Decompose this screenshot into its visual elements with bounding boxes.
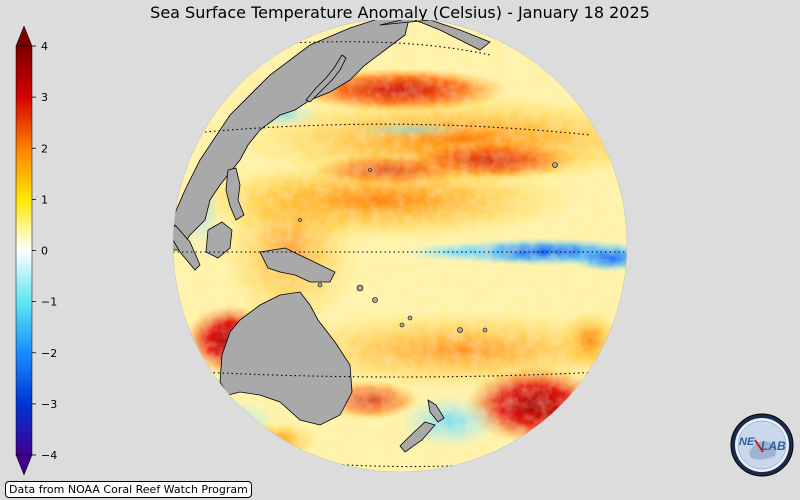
data-credit: Data from NOAA Coral Reef Watch Program <box>5 481 252 498</box>
logo-text-right: LAB <box>761 439 786 453</box>
land-australia <box>219 291 353 426</box>
colorbar-tick-label: 1 <box>41 193 48 206</box>
globe <box>172 20 628 473</box>
land-borneo <box>205 221 233 259</box>
land-japan <box>305 54 347 103</box>
land-philippines <box>225 167 245 221</box>
land-new-zealand-south <box>399 421 436 453</box>
colorbar-scale <box>15 45 33 456</box>
land-kamchatka <box>379 20 491 51</box>
land-sumatra <box>173 224 201 271</box>
graticule <box>173 41 627 468</box>
map-title: Sea Surface Temperature Anomaly (Celsius… <box>150 3 650 22</box>
colorbar-tick-label: −1 <box>41 296 57 309</box>
colorbar-tick-label: 3 <box>41 91 48 104</box>
land-new-guinea <box>259 247 336 283</box>
pacific-islands <box>298 162 558 333</box>
colorbar-tick-label: −3 <box>41 398 57 411</box>
colorbar-tick-label: 0 <box>41 245 48 258</box>
logo-text-left: NE <box>739 436 755 448</box>
colorbar-tick-label: 2 <box>41 142 48 155</box>
colorbar-tick-label: 4 <box>41 40 48 53</box>
land-new-zealand-north <box>427 399 445 423</box>
nexlab-logo: NE LAB <box>730 413 794 477</box>
colorbar: 4 3 2 1 0 −1 −2 −3 −4 <box>15 25 57 476</box>
colorbar-extend-top <box>15 25 33 47</box>
colorbar-tick-label: −2 <box>41 347 57 360</box>
colorbar-tick-label: −4 <box>41 449 57 462</box>
colorbar-extend-bottom <box>15 454 33 476</box>
